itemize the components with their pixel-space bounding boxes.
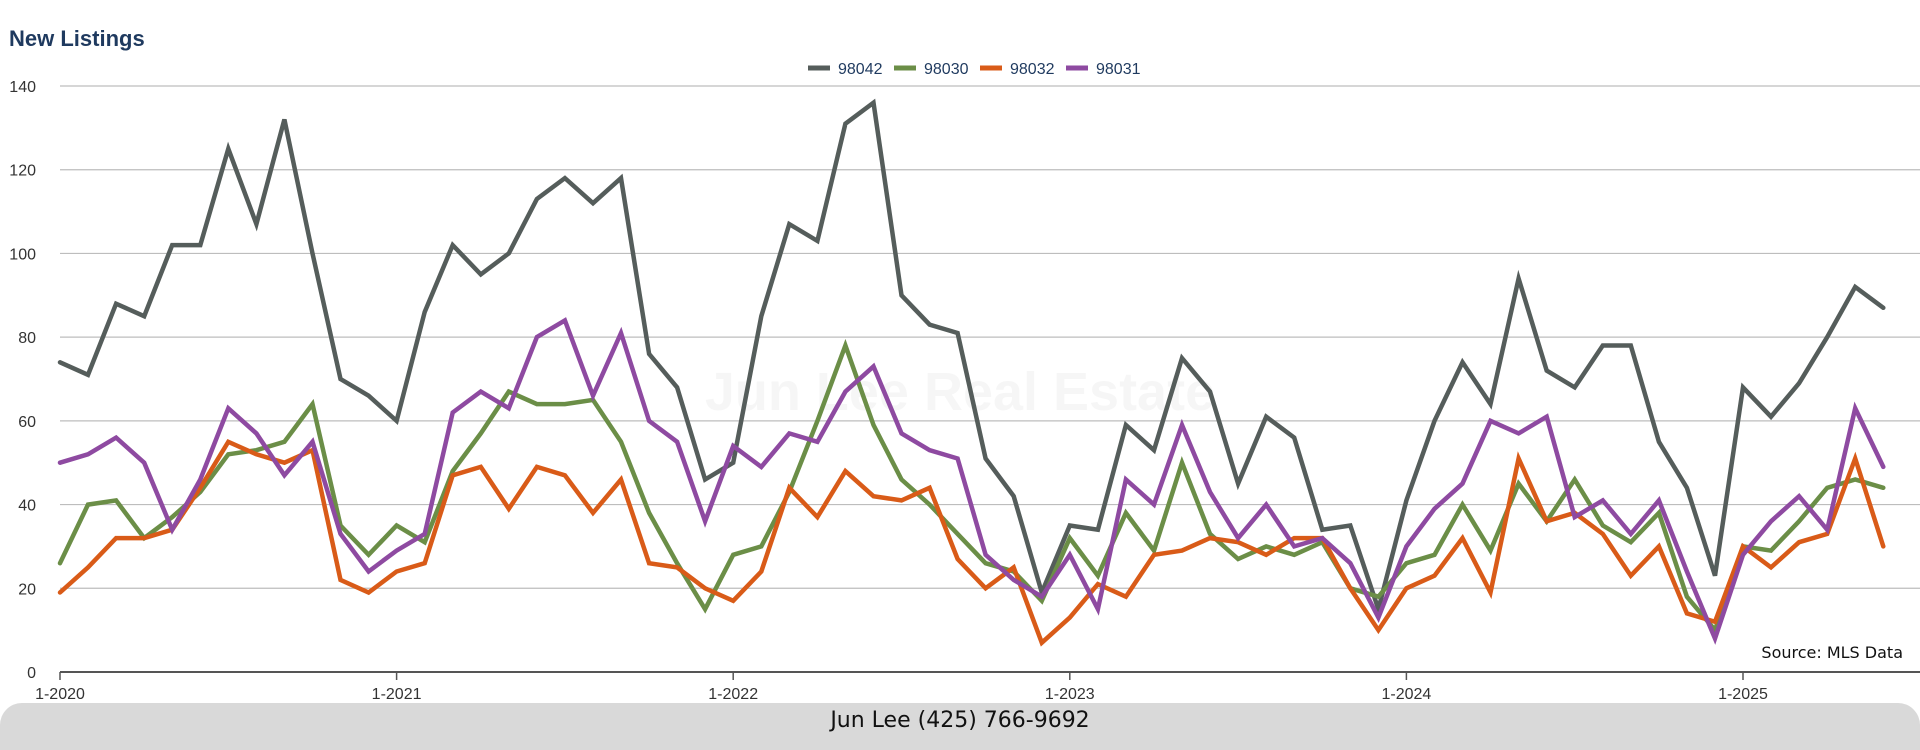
chart-title: New Listings: [9, 26, 145, 51]
legend-label: 98031: [1096, 61, 1141, 78]
legend: 98042 98030 98032 98031: [808, 61, 1141, 78]
legend-label: 98032: [1010, 61, 1055, 78]
legend-item-98030: 98030: [894, 61, 969, 78]
x-tick-label: 1-2021: [372, 686, 422, 703]
legend-label: 98030: [924, 61, 969, 78]
y-axis-ticks: 0 20 40 60 80 100 120 140: [9, 79, 36, 682]
gridlines: [60, 85, 1920, 673]
y-tick-label: 120: [9, 163, 36, 180]
watermark: Jun Lee Real Estate: [705, 362, 1215, 422]
source-note: Source: MLS Data: [1761, 643, 1903, 662]
y-tick-label: 80: [18, 330, 36, 347]
series-line-98032: [57, 438, 1886, 647]
line-chart: Jun Lee Real Estate 0 20 40 60 80 100 120 140 1…: [9, 61, 1920, 703]
legend-item-98042: 98042: [808, 61, 883, 78]
series-line-98031: [57, 317, 1886, 645]
legend-label: 98042: [838, 61, 883, 78]
y-tick-label: 60: [18, 414, 36, 431]
x-axis-ticks: 1-2020 1-2021 1-2022 1-2023 1-2024 1-2025: [35, 672, 1768, 703]
series-line-98030: [57, 338, 1886, 635]
series-line-98042: [57, 98, 1886, 618]
x-tick-label: 1-2023: [1045, 686, 1095, 703]
x-tick-label: 1-2020: [35, 686, 85, 703]
footer-contact: Jun Lee (425) 766-9692: [0, 703, 1920, 750]
y-tick-label: 100: [9, 246, 36, 263]
y-tick-label: 40: [18, 498, 36, 515]
legend-item-98031: 98031: [1066, 61, 1141, 78]
y-tick-label: 20: [18, 581, 36, 598]
legend-item-98032: 98032: [980, 61, 1055, 78]
y-tick-label: 0: [27, 665, 36, 682]
series-lines: [57, 98, 1886, 647]
x-tick-label: 1-2024: [1381, 686, 1431, 703]
x-tick-label: 1-2022: [708, 686, 758, 703]
x-tick-label: 1-2025: [1718, 686, 1768, 703]
y-tick-label: 140: [9, 79, 36, 96]
